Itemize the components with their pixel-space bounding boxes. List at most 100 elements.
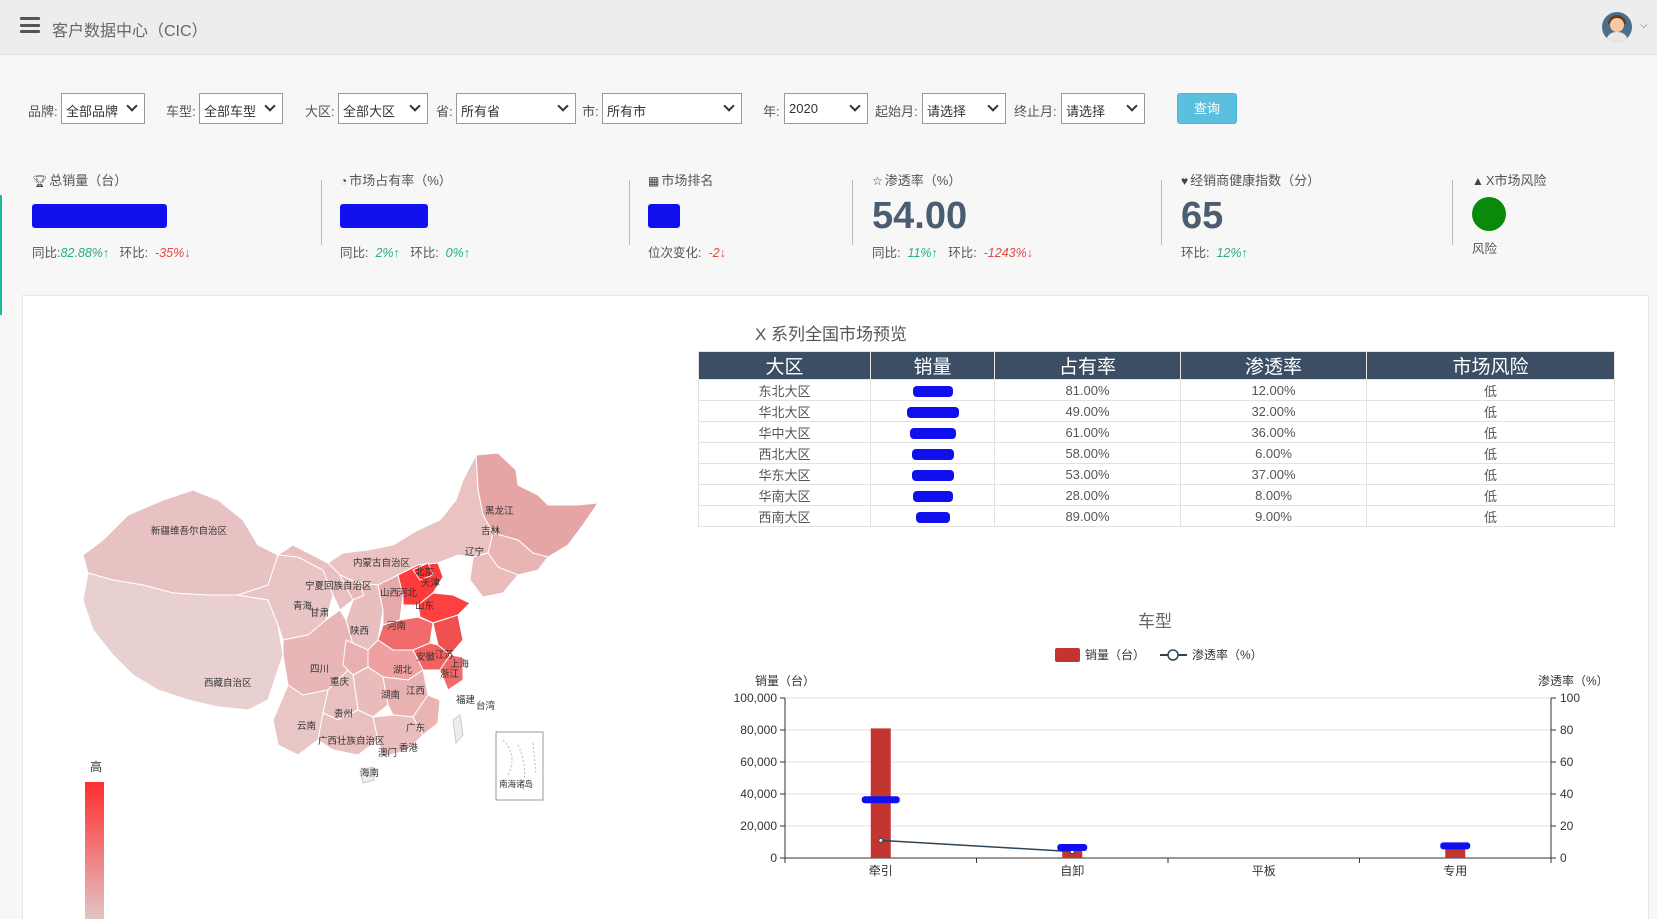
kpi-market-risk: ▲ X市场风险 风险 (1472, 173, 1547, 256)
filter-bar: 品牌: 全部品牌 车型: 全部车型 大区: 全部大区 省: 所有省 市: 所有市… (28, 93, 1328, 125)
table-row: 华南大区 28.00% 8.00% 低 (698, 484, 1615, 506)
kpi-penetration: ☆ 渗透率（%） 54.00 同比: 11%↑ 环比: -1243%↓ (872, 173, 1033, 260)
province-label: 省: (436, 104, 453, 119)
table-row: 西南大区 89.00% 9.00% 低 (698, 505, 1615, 527)
star-icon: ☆ (872, 174, 883, 188)
y2-tick-label: 60 (1560, 755, 1574, 769)
chevron-down-icon (409, 100, 421, 112)
y-tick-label: 100,000 (734, 691, 778, 705)
y2-tick-label: 20 (1560, 819, 1574, 833)
chevron-down-icon (849, 100, 861, 112)
redacted-data-label (1440, 842, 1471, 850)
table-row: 华北大区 49.00% 32.00% 低 (698, 400, 1615, 422)
table-row: 华中大区 61.00% 36.00% 低 (698, 421, 1615, 443)
menu-icon[interactable] (20, 17, 40, 33)
map-label: 福建 (456, 694, 476, 706)
y2-tick-label: 100 (1560, 691, 1580, 705)
chart-title: 车型 (1138, 612, 1172, 631)
redacted-value (911, 469, 954, 481)
y-tick-label: 60,000 (740, 755, 777, 769)
province-select[interactable]: 所有省 (456, 93, 576, 124)
province-hainan (359, 766, 375, 784)
kpi-dealer-health: ♥ 经销商健康指数（分） 65 环比: 12%↑ (1181, 173, 1321, 260)
city-label: 市: (582, 104, 599, 119)
province-taiwan (452, 714, 464, 745)
column-header: 销量 (870, 351, 995, 380)
model-select[interactable]: 全部车型 (199, 93, 283, 124)
map-label: 江西 (406, 686, 425, 697)
map-label: 北京 (415, 566, 434, 578)
chevron-down-icon (723, 100, 735, 112)
y2-tick-label: 80 (1560, 723, 1574, 737)
redacted-value (912, 385, 953, 397)
kpi-divider (321, 180, 322, 245)
region-select[interactable]: 全部大区 (338, 93, 428, 124)
chevron-down-icon (557, 100, 569, 112)
table-row: 华东大区 53.00% 37.00% 低 (698, 463, 1615, 485)
map-label: 广西壮族自治区 (318, 735, 385, 747)
kpi-market-share: ◔ 市场占有率（%） 同比: 2%↑ 环比: 0%↑ (340, 173, 470, 260)
map-label: 新疆维吾尔自治区 (151, 525, 228, 537)
map-label: 吉林 (481, 525, 501, 537)
kpi-total-sales: 🏆︎ 总销量（台） 同比:82.88%↑ 环比: -35%↓ (32, 173, 191, 260)
map-label: 上海 (450, 658, 470, 670)
map-label: 天津 (421, 578, 441, 589)
map-label: 山东 (415, 600, 434, 612)
model-label: 车型: (166, 104, 196, 119)
y2-axis-title: 渗透率（%） (1538, 673, 1600, 688)
south-sea-inset (495, 731, 544, 801)
kpi-divider (1161, 180, 1162, 245)
map-label: 四川 (310, 664, 329, 675)
y-tick-label: 20,000 (740, 819, 777, 833)
y-axis-title: 销量（台） (755, 673, 815, 688)
x-tick-label: 专用 (1443, 863, 1467, 878)
redacted-value (32, 204, 167, 228)
user-avatar[interactable] (1602, 12, 1632, 42)
redacted-value (648, 204, 680, 228)
map-label: 甘肃 (310, 607, 329, 619)
bar-专用 (1445, 848, 1466, 858)
kpi-divider (629, 180, 630, 245)
penetration-value: 54.00 (872, 195, 968, 237)
province-jiangsu (432, 614, 464, 656)
map-label: 贵州 (334, 708, 353, 720)
china-map-svg: 黑龙江 吉林 辽宁 新疆维吾尔自治区 内蒙古自治区 北京 天津 河北 山西 山东… (82, 452, 600, 801)
end-month-select[interactable]: 请选择 (1061, 93, 1145, 124)
legend-marker (1167, 649, 1179, 661)
map-label: 香港 (399, 742, 419, 754)
map-label: 南海诸岛 (499, 779, 533, 789)
region-table-title: X 系列全国市场预览 (755, 325, 908, 344)
region-table: 大区 销量 占有率 渗透率 市场风险 东北大区 81.00% 12.00% 低 华北大… (698, 351, 1615, 527)
map-label: 广东 (406, 722, 425, 734)
province-xinjiang (82, 489, 279, 596)
brand-select[interactable]: 全部品牌 (61, 93, 145, 124)
x-tick-label: 平板 (1252, 864, 1276, 878)
x-tick-label: 自卸 (1060, 863, 1084, 878)
map-label: 辽宁 (465, 546, 484, 558)
map-label: 陕西 (350, 625, 369, 637)
city-select[interactable]: 所有市 (602, 93, 742, 124)
legend-swatch-sales (1055, 648, 1080, 662)
x-tick-label: 牵引 (869, 864, 893, 878)
query-button[interactable]: 查询 (1177, 93, 1237, 124)
china-map[interactable]: 黑龙江 吉林 辽宁 新疆维吾尔自治区 内蒙古自治区 北京 天津 河北 山西 山东… (78, 445, 618, 855)
start-month-select[interactable]: 请选择 (922, 93, 1006, 124)
province-zhejiang (439, 654, 464, 691)
province-beijing (412, 562, 434, 581)
kpi-market-rank: ▦ 市场排名 位次变化: -2↓ (648, 173, 726, 260)
vehicle-type-chart[interactable]: 销量（台） 渗透率（%） 销量（台） 渗透率（%） 0 0 20,000 20 40,000 40… (700, 630, 1600, 915)
trophy-icon: 🏆︎ (32, 174, 48, 188)
map-label: 湖北 (393, 665, 413, 676)
map-visual-map-bar[interactable] (85, 782, 104, 919)
chevron-down-icon (264, 100, 276, 112)
chevron-down-icon (1126, 100, 1138, 112)
map-label: 安徽 (416, 651, 436, 663)
year-select[interactable]: 2020 (784, 93, 868, 124)
kpi-divider (1452, 180, 1453, 245)
region-label: 大区: (305, 104, 335, 119)
chevron-down-icon[interactable]: ⌵ (1640, 20, 1648, 31)
redacted-value (915, 511, 950, 523)
penetration-point (878, 837, 884, 843)
map-label: 西藏自治区 (204, 677, 252, 689)
y-tick-label: 40,000 (740, 787, 777, 801)
